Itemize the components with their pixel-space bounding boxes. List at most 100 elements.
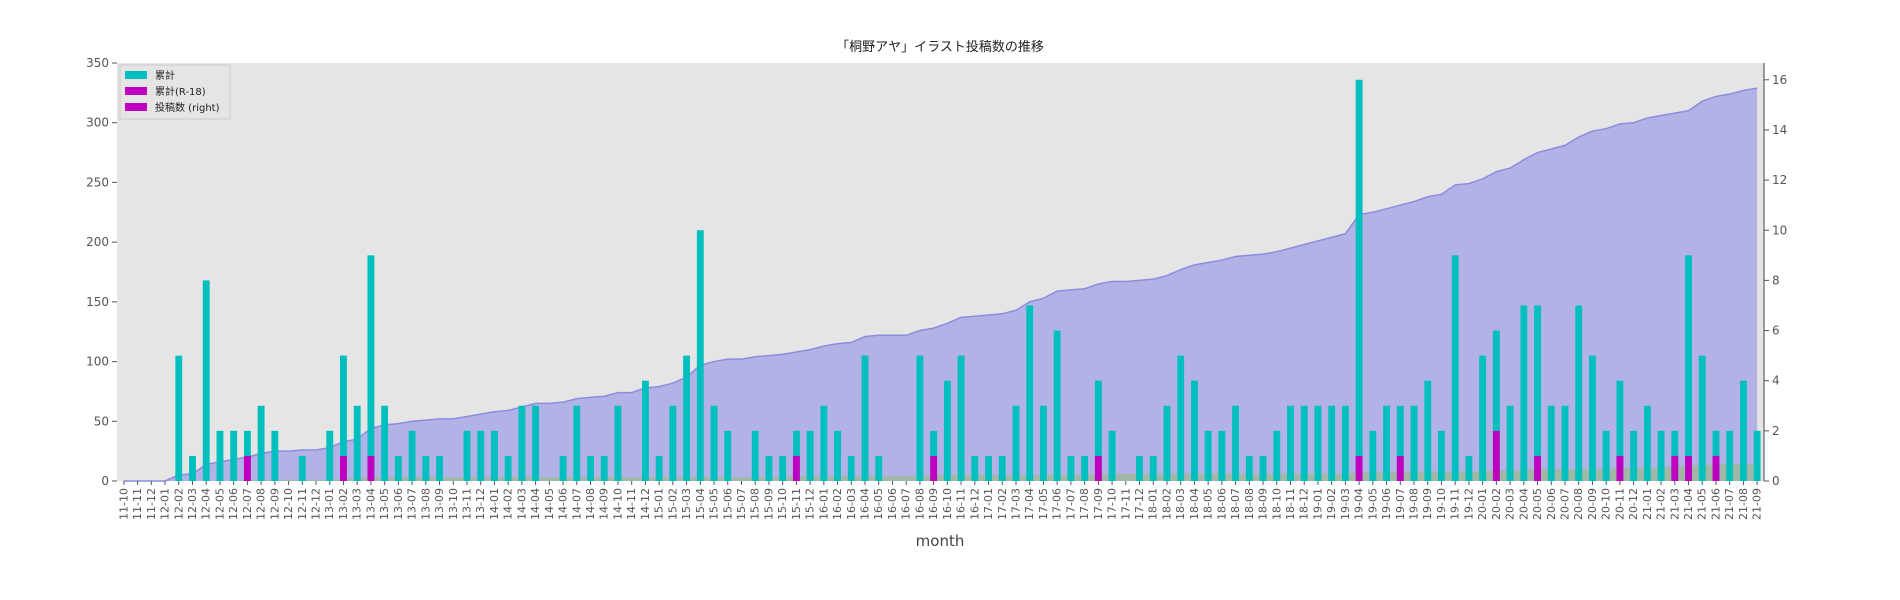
post-count-bar	[1341, 405, 1349, 481]
x-tick-label: 16-05	[872, 488, 885, 520]
post-count-bar	[1149, 455, 1157, 481]
x-tick-label: 20-10	[1600, 488, 1613, 520]
post-count-bar	[710, 405, 718, 481]
x-tick-label: 18-07	[1229, 488, 1242, 520]
post-count-r18-bar	[1355, 455, 1363, 481]
post-count-bar	[1616, 380, 1624, 481]
x-tick-label: 13-07	[406, 488, 419, 520]
post-count-bar	[1287, 405, 1294, 481]
post-count-bar	[216, 430, 224, 481]
post-count-bar	[696, 230, 704, 481]
x-tick-label: 19-08	[1408, 488, 1421, 520]
x-tick-label: 19-04	[1353, 488, 1366, 520]
post-count-bar	[1712, 430, 1720, 481]
x-tick-label: 16-08	[913, 488, 926, 520]
post-count-bar	[1534, 305, 1541, 481]
post-count-bar	[1561, 405, 1569, 481]
x-tick-label: 15-12	[804, 488, 817, 520]
post-count-r18-bar	[792, 455, 800, 481]
right-tick-label: 4	[1772, 374, 1780, 388]
post-count-bar	[175, 355, 183, 481]
post-count-bar	[957, 355, 965, 481]
x-tick-label: 18-08	[1243, 488, 1256, 520]
right-tick-label: 6	[1772, 324, 1780, 338]
x-tick-label: 21-07	[1723, 488, 1736, 520]
post-count-bar	[1245, 455, 1253, 481]
post-count-bar	[1410, 405, 1418, 481]
post-count-bar	[1094, 380, 1102, 481]
x-tick-label: 15-09	[762, 488, 775, 520]
post-count-bar	[1328, 405, 1336, 481]
post-count-bar	[916, 355, 924, 481]
x-tick-label: 15-02	[666, 488, 679, 520]
post-count-bar	[614, 405, 622, 481]
x-tick-label: 11-11	[131, 488, 144, 520]
x-tick-label: 17-08	[1078, 488, 1091, 520]
x-tick-label: 12-10	[282, 488, 295, 520]
post-count-bar	[779, 455, 787, 481]
post-count-bar	[724, 430, 732, 481]
legend-label: 累計(R-18)	[155, 85, 206, 98]
x-tick-label: 14-01	[488, 488, 501, 520]
post-count-bar	[257, 405, 265, 481]
post-count-bar	[834, 430, 841, 481]
x-tick-label: 18-04	[1188, 488, 1201, 520]
x-tick-label: 18-10	[1270, 488, 1283, 520]
x-tick-label: 13-04	[364, 488, 377, 520]
x-tick-label: 20-03	[1504, 488, 1517, 520]
post-count-bar	[655, 455, 663, 481]
x-tick-label: 16-06	[886, 488, 899, 520]
x-tick-label: 19-05	[1366, 488, 1379, 520]
x-tick-label: 15-08	[749, 488, 762, 520]
x-tick-label: 16-07	[900, 488, 913, 520]
x-tick-label: 19-10	[1435, 488, 1448, 520]
post-count-bar	[1492, 330, 1500, 481]
x-tick-label: 15-05	[708, 488, 721, 520]
x-tick-label: 15-03	[680, 488, 693, 520]
x-tick-label: 14-06	[557, 488, 570, 520]
x-tick-label: 18-12	[1298, 488, 1311, 520]
post-count-bar	[1369, 430, 1377, 481]
x-tick-label: 18-09	[1257, 488, 1270, 520]
post-count-bar	[1671, 430, 1679, 481]
post-count-bar	[1602, 430, 1610, 481]
x-tick-label: 20-02	[1490, 488, 1503, 520]
left-tick-label: 250	[86, 175, 109, 189]
post-count-bar	[861, 355, 869, 481]
post-count-bar	[1589, 355, 1596, 481]
post-count-bar	[600, 455, 608, 481]
post-count-bar	[875, 455, 883, 481]
post-count-bar	[930, 430, 938, 481]
x-tick-label: 17-02	[996, 488, 1009, 520]
right-tick-label: 8	[1772, 273, 1780, 287]
x-tick-label: 18-06	[1215, 488, 1228, 520]
x-tick-label: 12-01	[159, 488, 172, 520]
x-tick-label: 12-02	[172, 488, 185, 520]
post-count-bar	[943, 380, 951, 481]
post-count-bar	[1739, 380, 1747, 481]
post-count-bar	[1218, 430, 1226, 481]
bar-layer	[175, 79, 1761, 482]
post-count-r18-bar	[340, 455, 347, 481]
x-tick-label: 17-03	[1009, 488, 1022, 520]
post-count-bar	[1630, 430, 1638, 481]
x-tick-label: 21-08	[1737, 488, 1750, 520]
post-count-bar	[1300, 405, 1308, 481]
x-tick-label: 20-06	[1545, 488, 1558, 520]
x-tick-label: 12-04	[200, 488, 213, 520]
post-count-bar	[1479, 355, 1487, 481]
x-tick-label: 15-10	[776, 488, 789, 520]
post-count-bar	[847, 455, 855, 481]
x-tick-label: 12-07	[241, 488, 254, 520]
right-y-axis: 0 2 4 6 8 10 12 14 16	[1763, 63, 1787, 488]
x-tick-label: 16-09	[927, 488, 940, 520]
x-tick-label: 12-08	[255, 488, 268, 520]
x-tick-label: 19-06	[1380, 488, 1393, 520]
x-tick-label: 18-02	[1160, 488, 1173, 520]
post-count-bar	[463, 430, 471, 481]
post-count-bar	[1012, 405, 1020, 481]
post-count-bar	[1451, 255, 1459, 481]
post-count-bar	[1465, 455, 1473, 481]
post-count-bar	[971, 455, 979, 481]
post-count-bar	[394, 455, 402, 481]
